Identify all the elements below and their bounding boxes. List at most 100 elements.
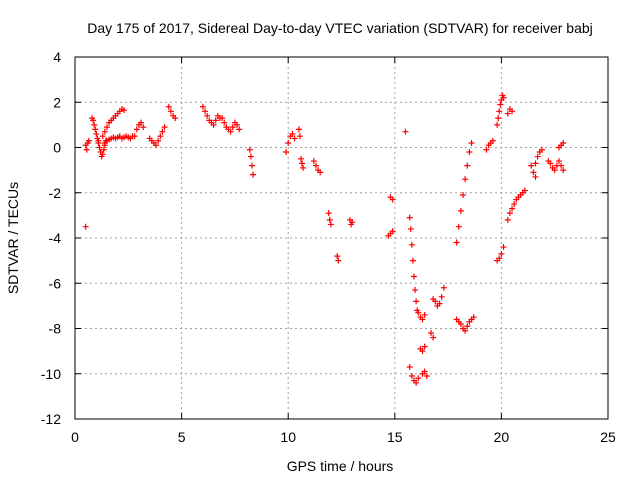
data-point: [99, 151, 106, 158]
data-point: [161, 124, 168, 131]
data-point: [460, 192, 467, 199]
data-point: [159, 128, 166, 135]
data-point: [506, 210, 513, 217]
data-point: [555, 158, 562, 165]
data-point: [497, 101, 504, 108]
data-point: [227, 128, 234, 135]
data-point: [92, 126, 99, 133]
data-point: [246, 146, 253, 153]
data-point: [103, 124, 110, 131]
data-point: [410, 273, 417, 280]
y-tick-label: -12: [41, 411, 61, 427]
x-tick-label: 5: [178, 429, 186, 445]
data-point: [462, 176, 469, 183]
data-point: [334, 253, 341, 260]
data-point: [432, 298, 439, 305]
data-point: [406, 363, 413, 370]
data-point: [407, 225, 414, 232]
y-tick-label: 0: [53, 140, 61, 156]
data-point: [335, 257, 342, 264]
data-point: [291, 135, 298, 142]
y-tick-label: -6: [49, 275, 62, 291]
data-point: [415, 375, 422, 382]
x-tick-label: 20: [494, 429, 510, 445]
data-point: [93, 130, 100, 137]
data-point: [423, 373, 430, 380]
data-point: [289, 130, 296, 137]
data-point: [534, 153, 541, 160]
data-point: [82, 223, 89, 230]
data-point: [91, 121, 98, 128]
data-point: [504, 110, 511, 117]
data-point: [428, 330, 435, 337]
data-point: [402, 128, 409, 135]
data-point: [310, 158, 317, 165]
data-point: [470, 314, 477, 321]
data-point: [199, 103, 206, 110]
data-point: [530, 169, 537, 176]
data-point: [248, 162, 255, 169]
data-point: [326, 216, 333, 223]
data-point: [558, 162, 565, 169]
data-point: [413, 379, 420, 386]
data-point: [457, 207, 464, 214]
data-point: [498, 250, 505, 257]
data-point: [436, 300, 443, 307]
data-point: [212, 117, 219, 124]
data-point: [285, 139, 292, 146]
data-point: [408, 373, 415, 380]
data-point: [317, 169, 324, 176]
data-point: [95, 137, 102, 144]
x-axis-label: GPS time / hours: [287, 458, 394, 474]
data-point: [453, 239, 460, 246]
x-tick-label: 25: [600, 429, 616, 445]
plot-frame: [74, 56, 609, 420]
data-point: [483, 146, 490, 153]
data-point: [100, 146, 107, 153]
data-point: [155, 137, 162, 144]
data-point: [421, 343, 428, 350]
data-point: [312, 162, 319, 169]
data-point: [438, 293, 445, 300]
data-point: [138, 119, 145, 126]
data-point: [219, 115, 226, 122]
data-point: [413, 298, 420, 305]
data-point: [538, 146, 545, 153]
data-point: [250, 171, 257, 178]
data-point: [466, 149, 473, 156]
data-point: [560, 167, 567, 174]
data-point: [296, 133, 303, 140]
data-point: [532, 173, 539, 180]
data-point: [464, 323, 471, 330]
data-point: [489, 137, 496, 144]
grid: [75, 57, 608, 419]
data-point: [509, 205, 516, 212]
data-point: [389, 196, 396, 203]
data-point: [202, 108, 209, 115]
data-point: [234, 121, 241, 128]
data-point: [468, 139, 475, 146]
data-point: [131, 133, 138, 140]
data-point: [99, 133, 106, 140]
data-point: [229, 124, 236, 131]
data-point: [300, 164, 307, 171]
data-point: [528, 162, 535, 169]
tick-labels: 0 5 10 15 20 25 -12 -10 -8 -6 -4 -2 0 2 4: [41, 49, 616, 445]
data-point: [509, 108, 516, 115]
y-tick-label: -2: [49, 185, 62, 201]
data-point: [496, 255, 503, 262]
data-point: [495, 115, 502, 122]
data-point: [165, 103, 172, 110]
chart-title: Day 175 of 2017, Sidereal Day-to-day VTE…: [87, 20, 593, 36]
data-point: [325, 210, 332, 217]
data-point: [496, 108, 503, 115]
data-point: [419, 316, 426, 323]
y-tick-label: -8: [49, 321, 62, 337]
data-point: [464, 162, 471, 169]
data-point: [247, 153, 254, 160]
data-point: [96, 144, 103, 151]
data-point: [299, 160, 306, 167]
data-point: [412, 287, 419, 294]
data-point: [133, 126, 140, 133]
data-point: [101, 128, 108, 135]
